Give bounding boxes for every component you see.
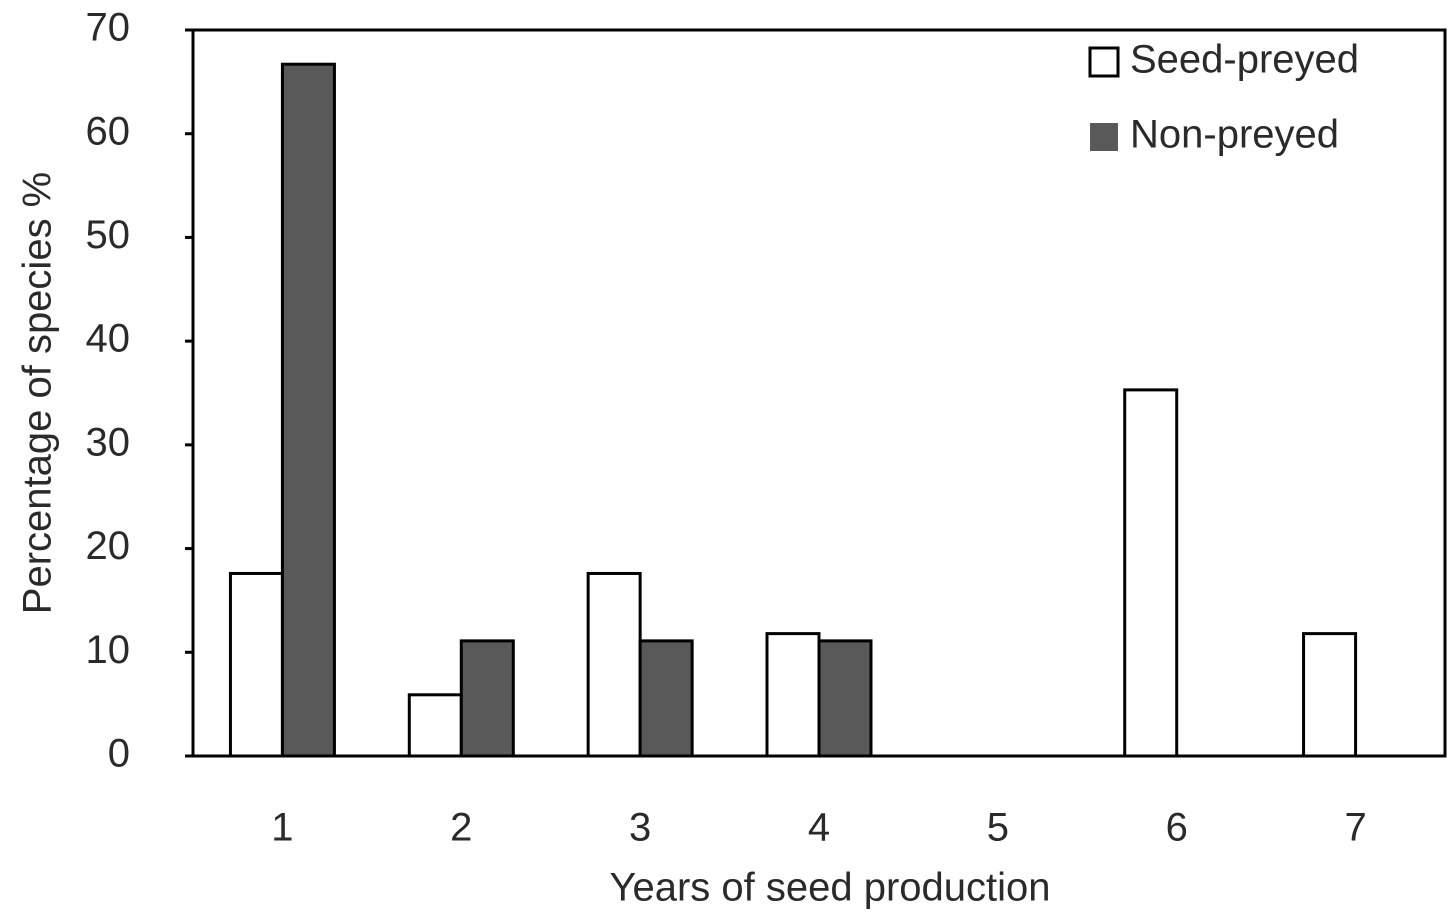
- x-tick-label: 6: [1166, 806, 1188, 850]
- x-tick-label: 7: [1344, 806, 1366, 850]
- y-tick-label: 50: [86, 213, 131, 257]
- bar: [459, 639, 515, 758]
- x-axis-label: Years of seed production: [609, 866, 1050, 910]
- bar: [407, 693, 463, 758]
- x-tick-label: 1: [271, 806, 293, 850]
- bar: [1123, 388, 1179, 758]
- plot-frame: [191, 28, 1447, 758]
- bar: [280, 62, 336, 758]
- y-tick-label: 20: [86, 524, 131, 568]
- legend-label: Seed-preyed: [1130, 38, 1359, 82]
- y-tick-label: 40: [86, 317, 131, 361]
- bar: [638, 639, 694, 758]
- x-tick-label: 3: [629, 806, 651, 850]
- y-tick-label: 30: [86, 420, 131, 464]
- x-tick-label: 5: [987, 806, 1009, 850]
- y-axis-label: Percentage of species %: [16, 172, 60, 614]
- bar: [765, 632, 821, 758]
- x-tick-label: 4: [808, 806, 830, 850]
- x-tick-label: 2: [450, 806, 472, 850]
- y-tick-label: 0: [108, 732, 130, 776]
- bar: [586, 571, 642, 758]
- bar: [228, 571, 284, 758]
- legend-swatch: [1090, 123, 1118, 151]
- bar: [1302, 632, 1358, 758]
- y-tick-label: 10: [86, 628, 131, 672]
- legend-label: Non-preyed: [1130, 113, 1339, 157]
- bar: [817, 639, 873, 758]
- y-tick-label: 60: [86, 109, 131, 153]
- y-tick-label: 70: [86, 6, 131, 50]
- legend-swatch: [1088, 46, 1120, 78]
